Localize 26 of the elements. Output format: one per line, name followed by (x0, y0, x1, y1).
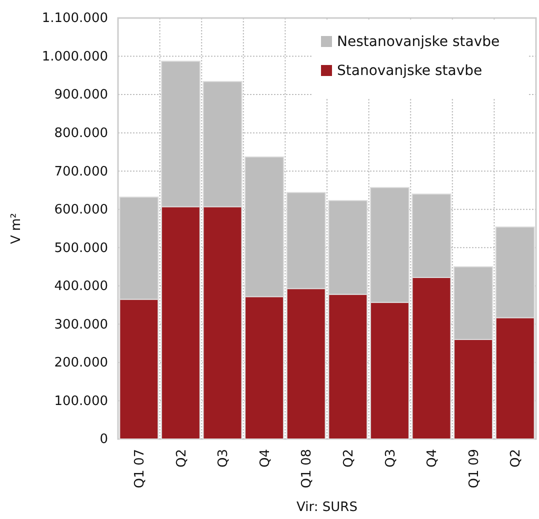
y-tick-label: 1.000.000 (42, 49, 108, 64)
y-tick-label: 800.000 (54, 126, 108, 141)
x-tick-label: Q1 07 (132, 449, 148, 488)
x-tick-label: Q1 08 (300, 449, 315, 488)
y-axis-title: V m² (9, 213, 24, 244)
y-tick-label: 200.000 (54, 356, 108, 371)
y-tick-label: 300.000 (54, 317, 108, 332)
x-tick-label: Q2 (341, 449, 356, 468)
y-tick-label: 100.000 (54, 394, 108, 409)
x-tick-label: Q2 (174, 449, 190, 468)
legend-label: Stanovanjske stavbe (337, 63, 482, 79)
x-tick-label: Q3 (383, 449, 398, 468)
legend-label: Nestanovanjske stavbe (337, 34, 500, 50)
y-tick-label: 0 (100, 432, 108, 448)
text: Vir: SURS (296, 500, 358, 515)
y-tick-label: 1.100.000 (42, 11, 108, 26)
x-tick-label: Q4 (425, 449, 440, 468)
y-tick-label: 600.000 (54, 202, 108, 218)
x-tick-label: Q4 (258, 449, 273, 468)
x-tick-label: Q1 09 (466, 449, 482, 488)
x-tick-label: Q3 (216, 449, 232, 468)
y-tick-label: 900.000 (54, 88, 108, 103)
y-tick-label: 500.000 (54, 240, 108, 256)
x-tick-label: Q2 (508, 449, 524, 468)
y-tick-label: 700.000 (54, 164, 108, 180)
y-tick-label: 400.000 (54, 279, 108, 294)
